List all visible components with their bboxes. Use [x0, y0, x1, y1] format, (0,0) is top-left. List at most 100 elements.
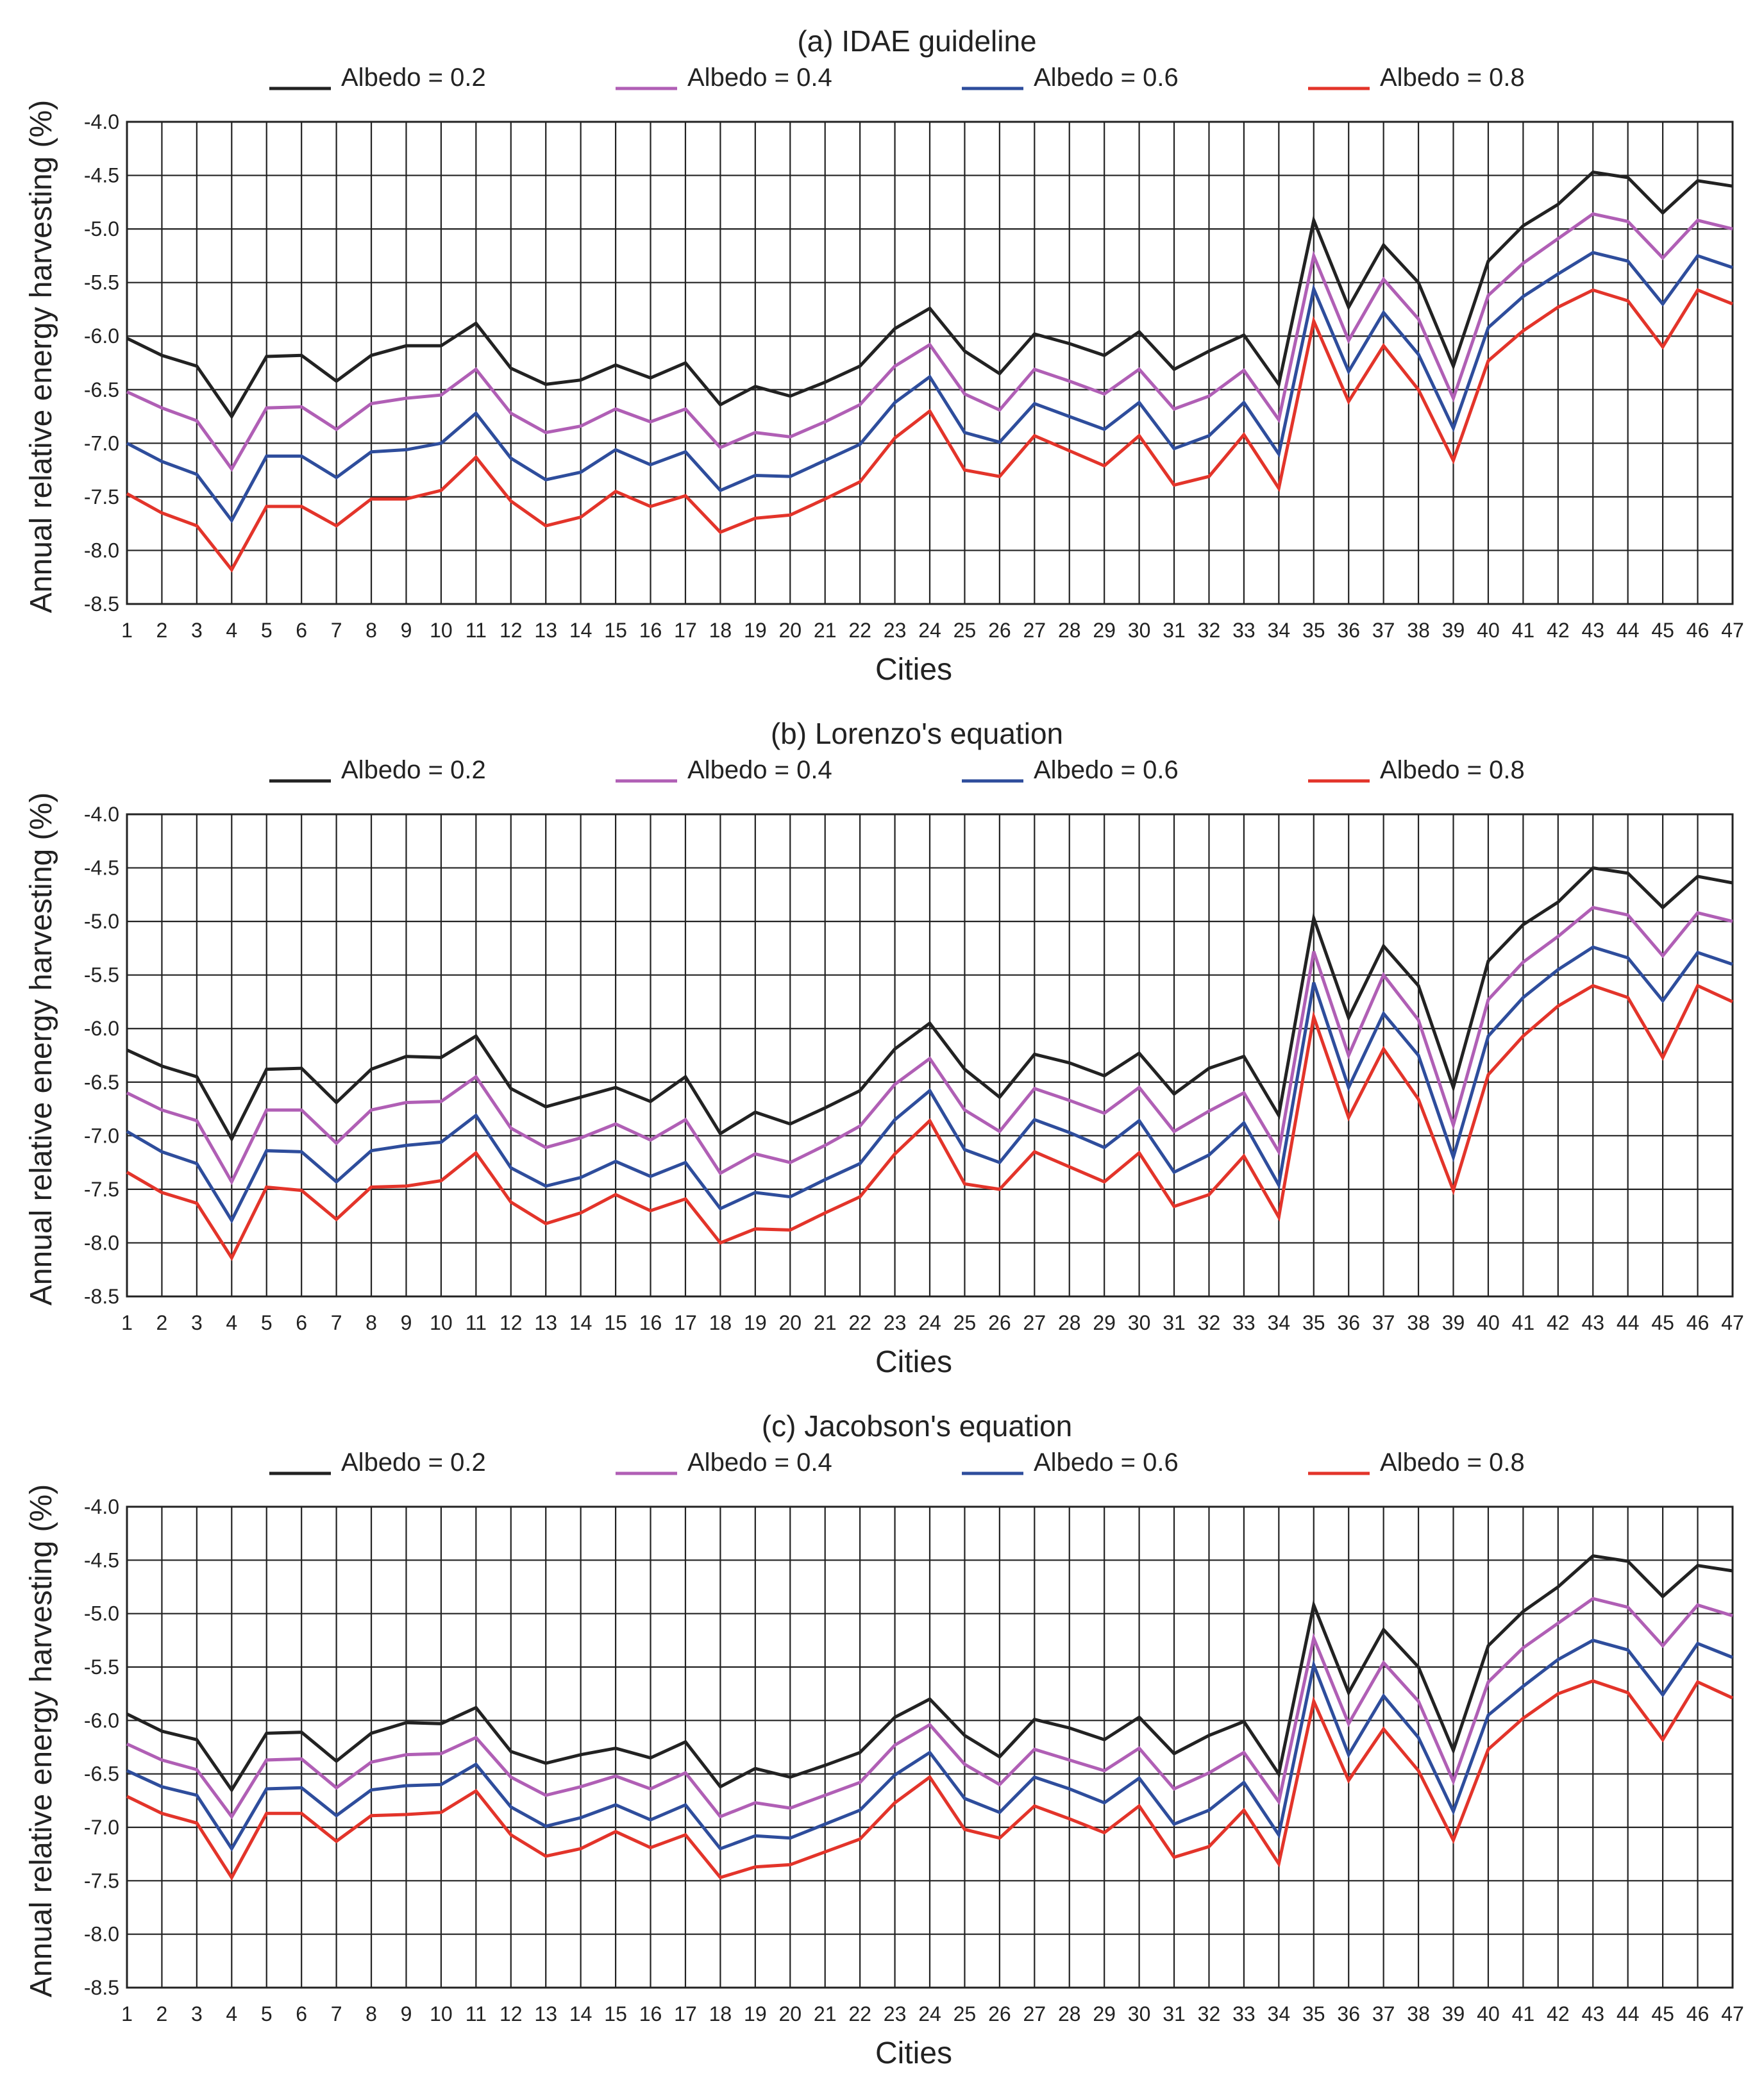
x-tick-label: 28 — [1058, 1311, 1081, 1334]
x-tick-label: 26 — [988, 1311, 1011, 1334]
x-tick-label: 5 — [261, 1311, 273, 1334]
x-tick-label: 34 — [1268, 1311, 1291, 1334]
x-tick-label: 30 — [1128, 1311, 1151, 1334]
x-tick-label: 5 — [261, 619, 273, 642]
x-tick-label: 5 — [261, 2002, 273, 2025]
x-tick-label: 14 — [569, 2002, 592, 2025]
x-tick-label: 36 — [1337, 619, 1360, 642]
x-tick-label: 16 — [639, 1311, 662, 1334]
x-tick-label: 34 — [1268, 619, 1291, 642]
legend-label-1: Albedo = 0.2 — [341, 756, 486, 784]
y-tick-label: -8.0 — [84, 539, 119, 562]
x-tick-label: 39 — [1442, 1311, 1465, 1334]
x-tick-label: 43 — [1581, 2002, 1604, 2025]
chart-panel-3: (c) Jacobson's equation Albedo = 0.2 Albed… — [24, 1409, 1744, 2070]
x-tick-label: 18 — [709, 619, 732, 642]
x-tick-label: 23 — [884, 1311, 907, 1334]
x-tick-label: 14 — [569, 1311, 592, 1334]
y-tick-label: -4.5 — [84, 1548, 119, 1572]
chart-panel-1: (a) IDAE guideline Albedo = 0.2 Albedo = 0… — [24, 24, 1744, 687]
x-tick-label: 41 — [1512, 2002, 1535, 2025]
x-tick-label: 6 — [296, 619, 307, 642]
series-line-2 — [126, 905, 1733, 1186]
x-tick-label: 1 — [121, 2002, 133, 2025]
series-line-3 — [126, 945, 1733, 1224]
x-tick-label: 29 — [1093, 2002, 1116, 2025]
legend-label-3: Albedo = 0.6 — [1034, 1448, 1179, 1477]
x-tick-label: 7 — [331, 619, 342, 642]
y-tick-label: -8.5 — [84, 592, 119, 616]
y-tick-label: -5.5 — [84, 964, 119, 987]
series-line-1 — [126, 170, 1733, 420]
x-tick-label: 35 — [1302, 1311, 1325, 1334]
x-axis-title: Cities — [875, 1345, 952, 1379]
y-tick-label: -4.0 — [84, 1495, 119, 1518]
x-tick-label: 37 — [1372, 619, 1395, 642]
x-tick-label: 40 — [1477, 2002, 1500, 2025]
x-tick-label: 8 — [365, 2002, 377, 2025]
y-tick-label: -6.5 — [84, 378, 119, 401]
y-tick-label: -7.5 — [84, 1869, 119, 1892]
x-tick-label: 28 — [1058, 619, 1081, 642]
x-tick-label: 29 — [1093, 619, 1116, 642]
legend-label-4: Albedo = 0.8 — [1380, 756, 1525, 784]
x-tick-label: 39 — [1442, 2002, 1465, 2025]
series-line-2 — [126, 212, 1733, 473]
legend-label-3: Albedo = 0.6 — [1034, 756, 1179, 784]
x-tick-label: 11 — [466, 619, 487, 642]
x-tick-label: 27 — [1023, 1311, 1046, 1334]
legend-label-2: Albedo = 0.4 — [687, 1448, 832, 1477]
x-tick-label: 44 — [1617, 1311, 1640, 1334]
x-tick-label: 46 — [1686, 2002, 1709, 2025]
series-line-4 — [126, 984, 1734, 1261]
x-tick-label: 24 — [918, 2002, 941, 2025]
x-tick-label: 47 — [1721, 619, 1744, 642]
y-tick-label: -7.5 — [84, 1178, 119, 1201]
y-tick-label: -4.5 — [84, 164, 119, 187]
y-tick-label: -8.0 — [84, 1923, 119, 1946]
x-tick-label: 30 — [1128, 2002, 1151, 2025]
x-tick-label: 12 — [500, 2002, 523, 2025]
x-tick-label: 8 — [365, 1311, 377, 1334]
x-tick-label: 41 — [1512, 619, 1535, 642]
y-tick-label: -5.5 — [84, 1655, 119, 1679]
series-line-4 — [126, 288, 1733, 573]
x-tick-label: 17 — [674, 619, 697, 642]
legend-label-4: Albedo = 0.8 — [1380, 1448, 1525, 1477]
y-tick-label: -6.5 — [84, 1763, 119, 1786]
y-axis-title: Annual relative energy harvesting (%) — [24, 1484, 58, 1997]
series-line-1 — [126, 866, 1733, 1143]
x-tick-label: 25 — [953, 619, 977, 642]
x-tick-label: 10 — [430, 619, 453, 642]
x-tick-label: 45 — [1651, 619, 1674, 642]
legend-label-4: Albedo = 0.8 — [1380, 63, 1525, 92]
x-tick-label: 37 — [1372, 2002, 1395, 2025]
x-tick-label: 47 — [1721, 1311, 1744, 1334]
panel-title: (a) IDAE guideline — [797, 24, 1036, 58]
x-tick-label: 13 — [534, 1311, 557, 1334]
legend-label-1: Albedo = 0.2 — [341, 63, 486, 92]
x-tick-label: 25 — [953, 2002, 977, 2025]
x-tick-label: 44 — [1617, 619, 1640, 642]
x-tick-label: 40 — [1477, 619, 1500, 642]
x-tick-label: 37 — [1372, 1311, 1395, 1334]
x-tick-label: 15 — [604, 2002, 627, 2025]
x-tick-label: 23 — [884, 2002, 907, 2025]
legend-label-1: Albedo = 0.2 — [341, 1448, 486, 1477]
x-tick-label: 6 — [296, 2002, 307, 2025]
x-tick-label: 13 — [534, 619, 557, 642]
y-tick-label: -6.0 — [84, 1709, 119, 1732]
y-tick-label: -8.0 — [84, 1231, 119, 1254]
panel-title: (b) Lorenzo's equation — [771, 717, 1063, 750]
x-tick-label: 20 — [778, 1311, 802, 1334]
series-line-4 — [126, 1679, 1734, 1881]
x-axis-title: Cities — [875, 653, 952, 687]
x-tick-label: 18 — [709, 2002, 732, 2025]
y-tick-label: -5.0 — [84, 1602, 119, 1625]
x-tick-label: 13 — [534, 2002, 557, 2025]
x-tick-label: 42 — [1547, 619, 1570, 642]
chart-panel-2: (b) Lorenzo's equation Albedo = 0.2 Albedo… — [24, 717, 1744, 1379]
y-tick-label: -6.5 — [84, 1071, 119, 1094]
x-tick-label: 42 — [1547, 1311, 1570, 1334]
series-line-3 — [126, 1638, 1733, 1852]
